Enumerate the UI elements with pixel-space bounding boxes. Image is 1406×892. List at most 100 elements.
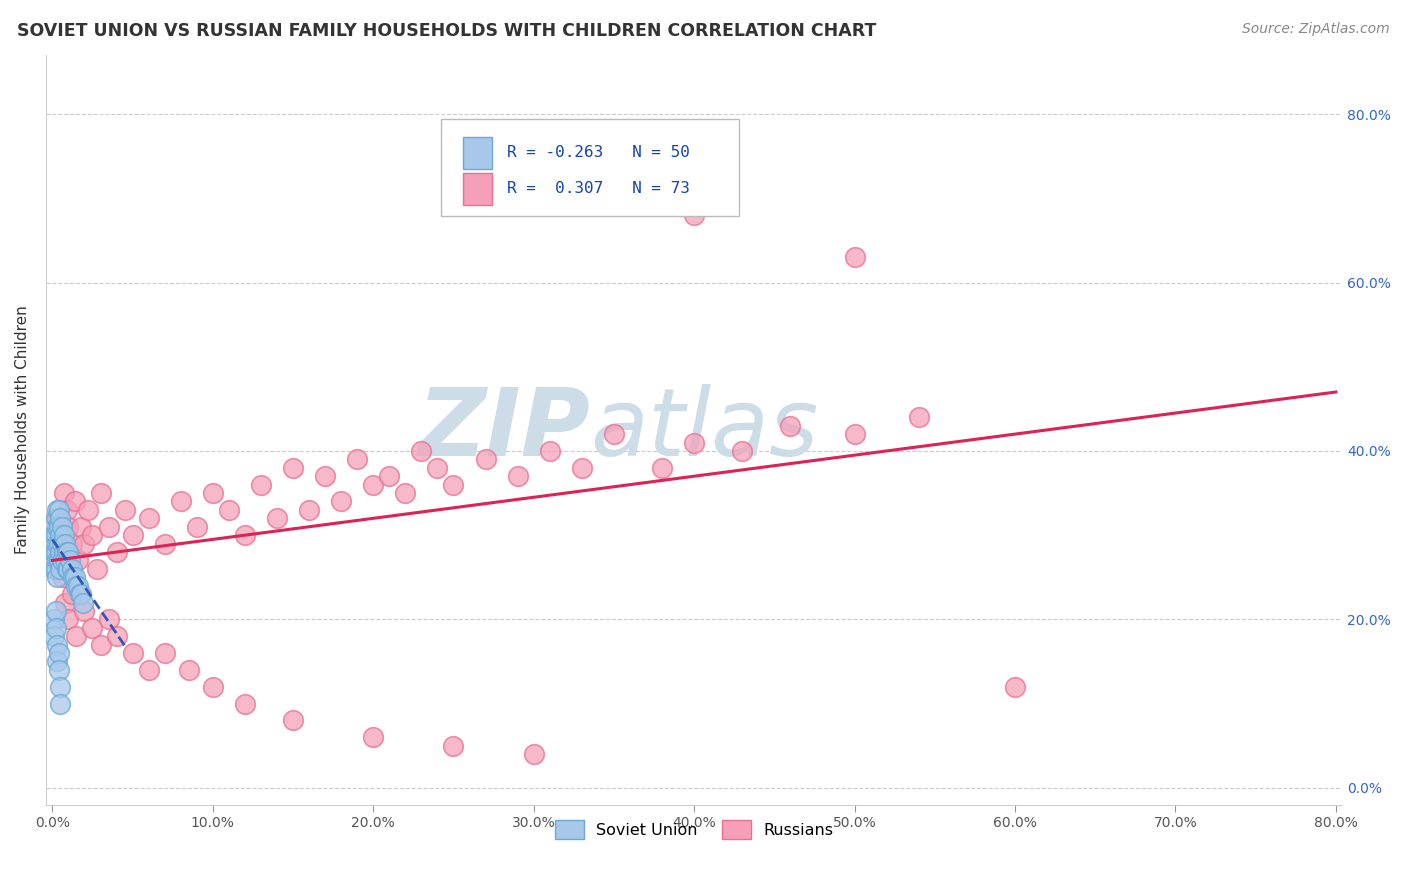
Point — [51, 536, 73, 550]
Point — [49, 680, 72, 694]
Point — [603, 427, 626, 442]
Point — [571, 460, 593, 475]
Point — [474, 452, 496, 467]
Point — [51, 520, 73, 534]
Legend: Soviet Union, Russians: Soviet Union, Russians — [548, 814, 839, 846]
Point — [73, 536, 96, 550]
Point — [49, 511, 72, 525]
Point — [46, 520, 69, 534]
Point — [60, 536, 83, 550]
Point — [907, 410, 929, 425]
Point — [58, 545, 80, 559]
Point — [281, 460, 304, 475]
Point — [53, 545, 76, 559]
Text: atlas: atlas — [591, 384, 818, 475]
Point — [298, 503, 321, 517]
Point — [58, 562, 80, 576]
Point — [177, 663, 200, 677]
Point — [42, 629, 65, 643]
Point — [153, 646, 176, 660]
Point — [48, 520, 70, 534]
Point — [314, 469, 336, 483]
Point — [218, 503, 240, 517]
Point — [56, 545, 79, 559]
Point — [65, 629, 87, 643]
Point — [63, 570, 86, 584]
Point — [53, 553, 76, 567]
Point — [250, 477, 273, 491]
Point — [52, 486, 75, 500]
Point — [58, 612, 80, 626]
Point — [49, 545, 72, 559]
Point — [201, 680, 224, 694]
Point — [49, 528, 72, 542]
Point — [42, 545, 65, 559]
Point — [105, 629, 128, 643]
Point — [153, 536, 176, 550]
Point — [186, 520, 208, 534]
Point — [60, 587, 83, 601]
Point — [62, 570, 84, 584]
Point — [46, 638, 69, 652]
Text: R = -0.263   N = 50: R = -0.263 N = 50 — [508, 145, 690, 161]
Point — [844, 250, 866, 264]
Point — [443, 739, 465, 753]
Point — [46, 553, 69, 567]
Point — [45, 511, 67, 525]
Point — [45, 545, 67, 559]
Point — [506, 469, 529, 483]
Point — [73, 604, 96, 618]
Point — [443, 477, 465, 491]
Point — [48, 503, 70, 517]
Point — [138, 663, 160, 677]
Point — [411, 444, 433, 458]
Point — [48, 646, 70, 660]
Point — [523, 747, 546, 761]
Point — [46, 655, 69, 669]
Point — [49, 697, 72, 711]
Point — [49, 562, 72, 576]
Point — [233, 528, 256, 542]
Point — [53, 595, 76, 609]
Point — [67, 553, 90, 567]
Point — [233, 697, 256, 711]
Point — [52, 545, 75, 559]
Point — [51, 570, 73, 584]
Point — [538, 444, 561, 458]
Point — [46, 536, 69, 550]
Point — [70, 520, 93, 534]
Point — [731, 444, 754, 458]
Point — [76, 503, 98, 517]
Text: Source: ZipAtlas.com: Source: ZipAtlas.com — [1241, 22, 1389, 37]
Point — [779, 418, 801, 433]
Point — [1004, 680, 1026, 694]
Point — [69, 587, 91, 601]
Point — [45, 621, 67, 635]
Point — [201, 486, 224, 500]
Point — [138, 511, 160, 525]
Point — [52, 528, 75, 542]
Point — [42, 562, 65, 576]
Point — [56, 503, 79, 517]
Point — [65, 579, 87, 593]
Point — [51, 553, 73, 567]
Point — [105, 545, 128, 559]
Point — [378, 469, 401, 483]
Point — [114, 503, 136, 517]
Point — [281, 714, 304, 728]
Point — [121, 528, 143, 542]
Point — [56, 562, 79, 576]
Point — [683, 208, 706, 222]
Text: SOVIET UNION VS RUSSIAN FAMILY HOUSEHOLDS WITH CHILDREN CORRELATION CHART: SOVIET UNION VS RUSSIAN FAMILY HOUSEHOLD… — [17, 22, 876, 40]
Point — [361, 477, 384, 491]
Point — [86, 562, 108, 576]
Point — [330, 494, 353, 508]
Point — [72, 595, 94, 609]
Point — [683, 435, 706, 450]
Point — [67, 579, 90, 593]
Point — [361, 731, 384, 745]
Point — [48, 663, 70, 677]
FancyBboxPatch shape — [441, 119, 740, 216]
Point — [48, 536, 70, 550]
Point — [46, 511, 69, 525]
